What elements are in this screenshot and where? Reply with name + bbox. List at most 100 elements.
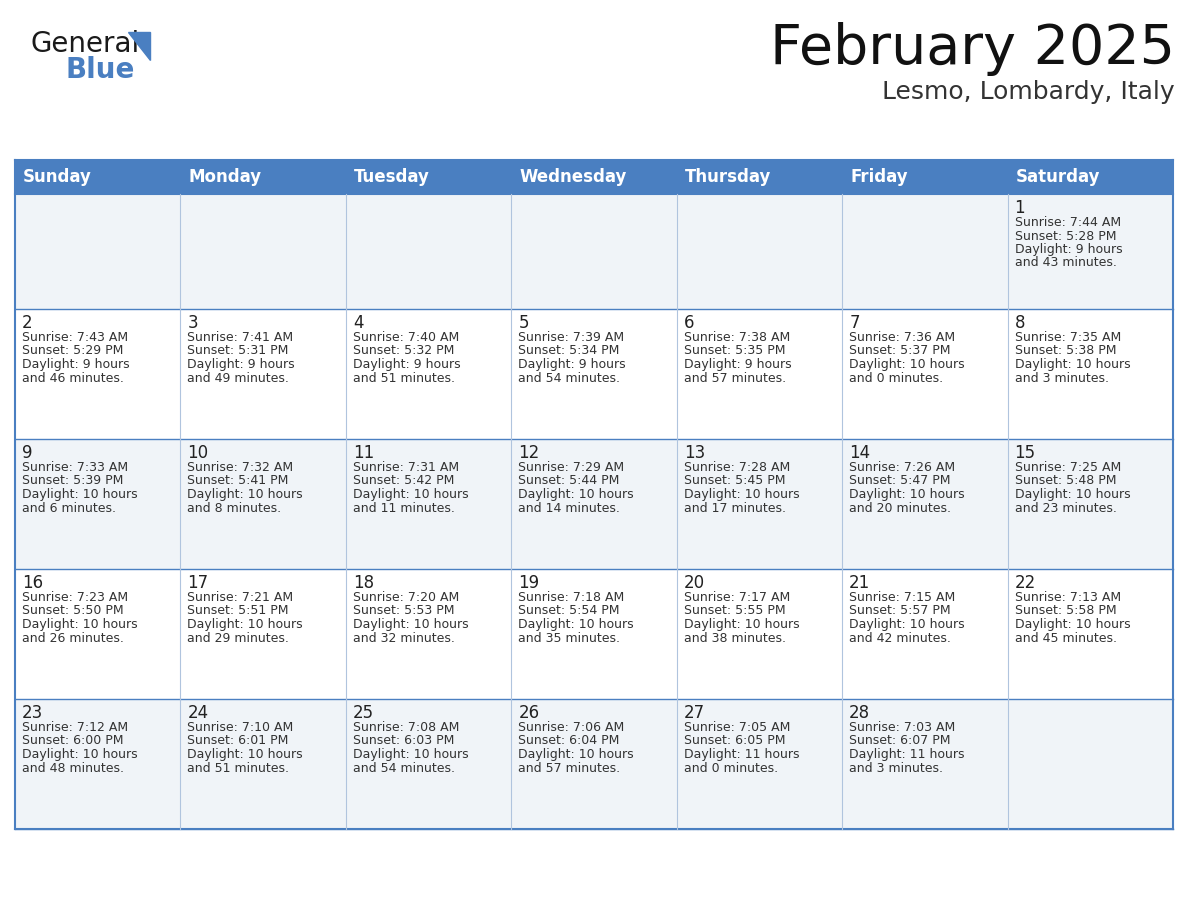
Bar — [15, 569, 1173, 699]
Text: 18: 18 — [353, 574, 374, 592]
Text: Sunset: 5:38 PM: Sunset: 5:38 PM — [1015, 344, 1116, 357]
Text: 11: 11 — [353, 444, 374, 462]
Text: Sunset: 5:47 PM: Sunset: 5:47 PM — [849, 475, 950, 487]
Bar — [181, 160, 346, 194]
Text: 20: 20 — [684, 574, 704, 592]
Text: 24: 24 — [188, 704, 209, 722]
Text: Daylight: 10 hours: Daylight: 10 hours — [23, 748, 138, 761]
Text: 17: 17 — [188, 574, 209, 592]
Text: Sunrise: 7:17 AM: Sunrise: 7:17 AM — [684, 591, 790, 604]
Text: 8: 8 — [1015, 314, 1025, 332]
Text: Sunrise: 7:33 AM: Sunrise: 7:33 AM — [23, 461, 128, 474]
Text: Sunset: 6:00 PM: Sunset: 6:00 PM — [23, 734, 124, 747]
Text: Sunrise: 7:32 AM: Sunrise: 7:32 AM — [188, 461, 293, 474]
Text: Sunset: 5:57 PM: Sunset: 5:57 PM — [849, 604, 950, 618]
Text: and 42 minutes.: and 42 minutes. — [849, 632, 952, 644]
Text: Tuesday: Tuesday — [354, 168, 430, 186]
Text: Sunset: 5:48 PM: Sunset: 5:48 PM — [1015, 475, 1116, 487]
Text: Daylight: 10 hours: Daylight: 10 hours — [518, 618, 634, 631]
Text: and 3 minutes.: and 3 minutes. — [849, 762, 943, 775]
Text: 2: 2 — [23, 314, 32, 332]
Text: Daylight: 10 hours: Daylight: 10 hours — [23, 488, 138, 501]
Text: 16: 16 — [23, 574, 43, 592]
Text: 3: 3 — [188, 314, 198, 332]
Text: Daylight: 10 hours: Daylight: 10 hours — [23, 618, 138, 631]
Text: and 54 minutes.: and 54 minutes. — [518, 372, 620, 385]
Text: Sunset: 5:29 PM: Sunset: 5:29 PM — [23, 344, 124, 357]
Text: and 0 minutes.: and 0 minutes. — [684, 762, 778, 775]
Text: Thursday: Thursday — [684, 168, 771, 186]
Text: Sunrise: 7:39 AM: Sunrise: 7:39 AM — [518, 331, 625, 344]
Text: and 32 minutes.: and 32 minutes. — [353, 632, 455, 644]
Text: Sunrise: 7:25 AM: Sunrise: 7:25 AM — [1015, 461, 1120, 474]
Text: 15: 15 — [1015, 444, 1036, 462]
Text: Saturday: Saturday — [1016, 168, 1100, 186]
Bar — [15, 699, 1173, 829]
Text: and 23 minutes.: and 23 minutes. — [1015, 501, 1117, 514]
Text: Sunrise: 7:10 AM: Sunrise: 7:10 AM — [188, 721, 293, 734]
Text: and 51 minutes.: and 51 minutes. — [188, 762, 290, 775]
Text: Daylight: 10 hours: Daylight: 10 hours — [849, 358, 965, 371]
Text: 25: 25 — [353, 704, 374, 722]
Text: Sunset: 6:07 PM: Sunset: 6:07 PM — [849, 734, 950, 747]
Text: and 43 minutes.: and 43 minutes. — [1015, 256, 1117, 270]
Text: Sunset: 5:53 PM: Sunset: 5:53 PM — [353, 604, 454, 618]
Text: Sunset: 5:31 PM: Sunset: 5:31 PM — [188, 344, 289, 357]
Text: Lesmo, Lombardy, Italy: Lesmo, Lombardy, Italy — [883, 80, 1175, 104]
Text: Daylight: 10 hours: Daylight: 10 hours — [1015, 488, 1130, 501]
Text: and 20 minutes.: and 20 minutes. — [849, 501, 952, 514]
Text: Sunrise: 7:05 AM: Sunrise: 7:05 AM — [684, 721, 790, 734]
Text: and 45 minutes.: and 45 minutes. — [1015, 632, 1117, 644]
Text: Monday: Monday — [189, 168, 261, 186]
Bar — [1007, 160, 1173, 194]
Text: and 49 minutes.: and 49 minutes. — [188, 372, 290, 385]
Bar — [15, 160, 181, 194]
Text: Sunset: 5:44 PM: Sunset: 5:44 PM — [518, 475, 620, 487]
Text: 7: 7 — [849, 314, 860, 332]
Text: Sunrise: 7:35 AM: Sunrise: 7:35 AM — [1015, 331, 1120, 344]
Text: Sunrise: 7:18 AM: Sunrise: 7:18 AM — [518, 591, 625, 604]
Text: General: General — [30, 30, 139, 58]
Text: Sunrise: 7:28 AM: Sunrise: 7:28 AM — [684, 461, 790, 474]
Text: Daylight: 10 hours: Daylight: 10 hours — [849, 488, 965, 501]
Text: and 3 minutes.: and 3 minutes. — [1015, 372, 1108, 385]
Text: 9: 9 — [23, 444, 32, 462]
Text: and 48 minutes.: and 48 minutes. — [23, 762, 124, 775]
Text: Sunrise: 7:03 AM: Sunrise: 7:03 AM — [849, 721, 955, 734]
Text: Sunrise: 7:36 AM: Sunrise: 7:36 AM — [849, 331, 955, 344]
Text: Sunset: 5:39 PM: Sunset: 5:39 PM — [23, 475, 124, 487]
Text: Sunrise: 7:06 AM: Sunrise: 7:06 AM — [518, 721, 625, 734]
Text: Daylight: 10 hours: Daylight: 10 hours — [188, 618, 303, 631]
Text: and 14 minutes.: and 14 minutes. — [518, 501, 620, 514]
Text: Sunrise: 7:38 AM: Sunrise: 7:38 AM — [684, 331, 790, 344]
Text: and 6 minutes.: and 6 minutes. — [23, 501, 116, 514]
Text: Sunday: Sunday — [23, 168, 91, 186]
Text: and 29 minutes.: and 29 minutes. — [188, 632, 290, 644]
Text: 22: 22 — [1015, 574, 1036, 592]
Text: Sunrise: 7:40 AM: Sunrise: 7:40 AM — [353, 331, 459, 344]
Text: Sunset: 5:55 PM: Sunset: 5:55 PM — [684, 604, 785, 618]
Text: Sunrise: 7:41 AM: Sunrise: 7:41 AM — [188, 331, 293, 344]
Text: Daylight: 10 hours: Daylight: 10 hours — [188, 748, 303, 761]
Text: Daylight: 9 hours: Daylight: 9 hours — [188, 358, 295, 371]
Text: Sunset: 5:32 PM: Sunset: 5:32 PM — [353, 344, 454, 357]
Text: and 11 minutes.: and 11 minutes. — [353, 501, 455, 514]
Text: Sunset: 5:28 PM: Sunset: 5:28 PM — [1015, 230, 1116, 242]
Text: 4: 4 — [353, 314, 364, 332]
Text: 1: 1 — [1015, 199, 1025, 217]
Text: Daylight: 10 hours: Daylight: 10 hours — [518, 748, 634, 761]
Text: Sunset: 5:37 PM: Sunset: 5:37 PM — [849, 344, 950, 357]
Text: Sunset: 5:42 PM: Sunset: 5:42 PM — [353, 475, 454, 487]
Text: 14: 14 — [849, 444, 871, 462]
Text: 12: 12 — [518, 444, 539, 462]
Text: Sunrise: 7:08 AM: Sunrise: 7:08 AM — [353, 721, 460, 734]
Text: Sunset: 6:03 PM: Sunset: 6:03 PM — [353, 734, 454, 747]
Text: and 35 minutes.: and 35 minutes. — [518, 632, 620, 644]
Text: Sunrise: 7:15 AM: Sunrise: 7:15 AM — [849, 591, 955, 604]
Text: Sunset: 6:04 PM: Sunset: 6:04 PM — [518, 734, 620, 747]
Text: 10: 10 — [188, 444, 209, 462]
Bar — [511, 160, 677, 194]
Text: Daylight: 10 hours: Daylight: 10 hours — [1015, 358, 1130, 371]
Text: 19: 19 — [518, 574, 539, 592]
Text: and 0 minutes.: and 0 minutes. — [849, 372, 943, 385]
